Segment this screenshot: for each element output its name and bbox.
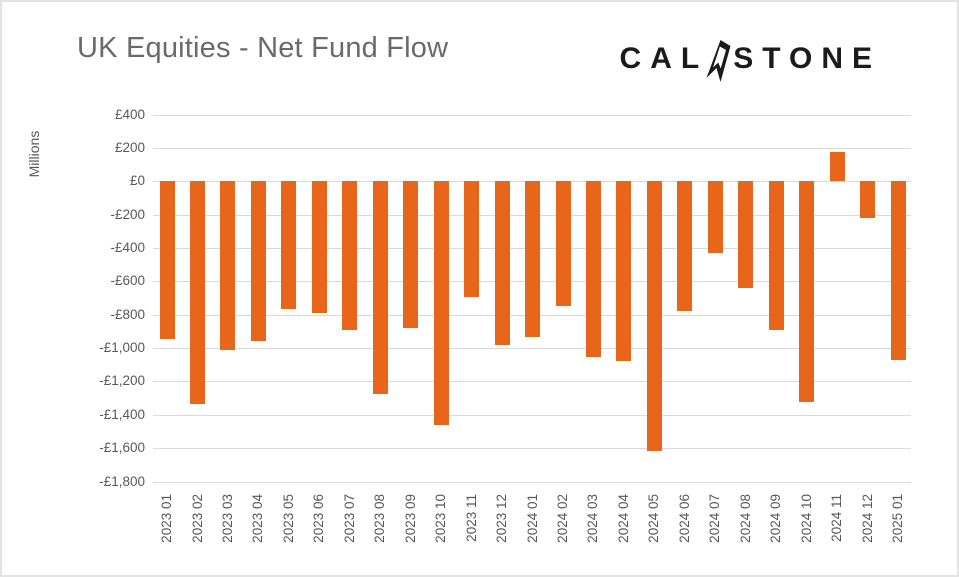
x-tick-label: 2024 04 xyxy=(615,494,631,543)
x-tick-label: 2024 05 xyxy=(646,494,662,543)
bar-2024-09 xyxy=(768,181,784,331)
gridline--1000 xyxy=(153,348,911,350)
gridline-200 xyxy=(153,148,911,149)
bar-2024-02 xyxy=(555,181,571,307)
y-axis-title: Millions xyxy=(26,130,42,178)
y-tick-label: -£1,400 xyxy=(99,406,145,422)
y-tick-label: -£1,800 xyxy=(99,473,145,489)
bar-2024-05 xyxy=(646,181,662,452)
chart-title: UK Equities - Net Fund Flow xyxy=(77,32,449,64)
gridline--1200 xyxy=(153,381,911,383)
bar-2024-10 xyxy=(799,181,815,403)
bar-2024-07 xyxy=(707,181,723,253)
y-tick-label: -£1,200 xyxy=(99,373,145,389)
calastone-logo: CAL STONE xyxy=(620,36,881,82)
y-tick-label: -£200 xyxy=(110,206,145,222)
x-tick-label: 2024 12 xyxy=(859,494,875,543)
x-tick-label: 2023 02 xyxy=(189,494,205,543)
y-tick-label: £0 xyxy=(129,173,145,189)
bar-2023-12 xyxy=(494,181,510,346)
logo-text-stone: STONE xyxy=(733,42,881,75)
x-tick-label: 2024 03 xyxy=(585,494,601,543)
bar-2023-02 xyxy=(190,181,205,404)
y-tick-label: -£1,000 xyxy=(99,340,145,356)
gridline-400 xyxy=(153,114,911,116)
y-tick-label: £200 xyxy=(114,140,145,155)
x-tick-label: 2024 08 xyxy=(737,494,753,543)
y-tick-label: £400 xyxy=(114,106,145,122)
x-tick-label: 2023 09 xyxy=(402,494,418,543)
x-tick-label: 2024 06 xyxy=(676,494,692,543)
x-tick-label: 2023 10 xyxy=(433,494,449,543)
x-tick-label: 2023 11 xyxy=(463,494,479,542)
bar-2023-11 xyxy=(464,181,480,298)
bar-2024-11 xyxy=(829,152,845,182)
x-tick-label: 2024 07 xyxy=(707,494,723,543)
x-tick-label: 2024 01 xyxy=(524,494,540,543)
x-tick-label: 2023 05 xyxy=(280,494,296,543)
bar-2023-07 xyxy=(342,181,358,331)
x-tick-label: 2024 10 xyxy=(798,494,814,543)
y-tick-label: -£1,600 xyxy=(99,440,145,456)
x-tick-label: 2025 01 xyxy=(890,494,905,543)
x-tick-label: 2024 11 xyxy=(829,494,845,542)
bar-2025-01 xyxy=(890,181,906,360)
gridline--1800 xyxy=(153,481,911,483)
x-tick-label: 2023 01 xyxy=(159,494,174,543)
x-tick-label: 2023 12 xyxy=(494,494,510,543)
y-tick-label: -£600 xyxy=(110,273,145,289)
bar-2023-08 xyxy=(372,181,388,394)
bar-2023-09 xyxy=(403,181,419,328)
bar-2023-03 xyxy=(220,181,236,350)
bar-2024-06 xyxy=(677,181,693,312)
x-tick-label: 2024 02 xyxy=(555,494,570,543)
gridline--1400 xyxy=(153,414,911,416)
bar-2023-06 xyxy=(311,181,327,313)
logo-text-cal: CAL xyxy=(619,42,709,75)
bar-2024-03 xyxy=(585,181,601,358)
bar-2023-04 xyxy=(250,181,266,342)
x-tick-label: 2023 06 xyxy=(311,494,327,543)
bar-2024-04 xyxy=(616,181,632,361)
bar-2024-12 xyxy=(860,181,876,218)
bar-2023-01 xyxy=(159,181,175,339)
y-tick-label: -£800 xyxy=(110,306,145,322)
bar-2023-05 xyxy=(281,181,297,309)
bar-2023-10 xyxy=(433,181,449,425)
x-tick-label: 2024 09 xyxy=(768,494,784,543)
x-tick-label: 2023 07 xyxy=(341,494,357,543)
bar-2024-08 xyxy=(738,181,754,288)
gridline--1600 xyxy=(153,448,911,450)
y-tick-label: -£400 xyxy=(110,240,145,255)
calastone-needle-icon xyxy=(706,40,731,82)
x-tick-label: 2023 04 xyxy=(250,494,266,543)
bar-2024-01 xyxy=(525,181,540,338)
x-tick-label: 2023 03 xyxy=(219,494,235,543)
x-tick-label: 2023 08 xyxy=(372,494,388,543)
